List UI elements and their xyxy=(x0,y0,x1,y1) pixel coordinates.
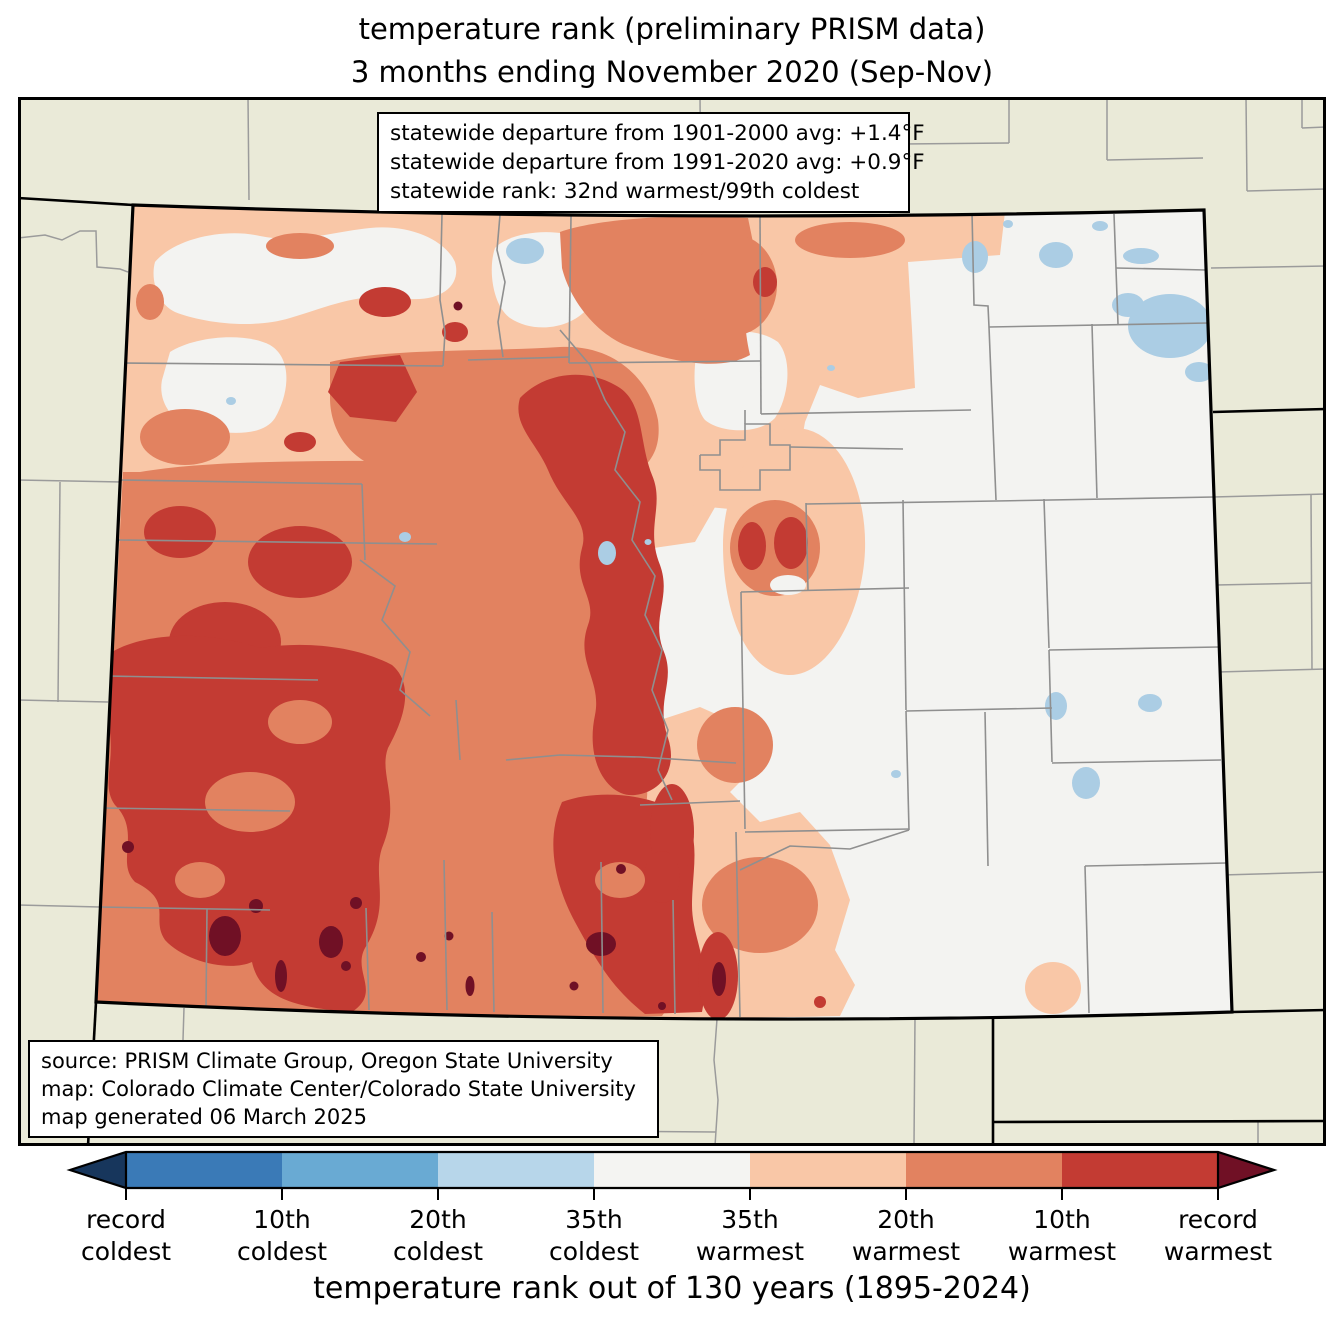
colorbar-segment-6 xyxy=(906,1152,1062,1188)
colorbar-right-arrow xyxy=(1218,1152,1274,1188)
colorbar-label-record-warmest: record warmest xyxy=(1163,1205,1273,1266)
colorbar-ticks xyxy=(125,1188,1219,1200)
colorado-state-border xyxy=(94,203,1234,1021)
colorado-county-lines xyxy=(98,211,1227,1018)
colorbar-left-arrow xyxy=(70,1152,126,1188)
colorbar-label-10th-warmest: 10th warmest xyxy=(1007,1205,1117,1266)
title-line-2: 3 months ending November 2020 (Sep-Nov) xyxy=(350,55,994,89)
map-frame xyxy=(18,97,1326,1146)
temperature-rank-field xyxy=(96,205,1227,1020)
statewide-stats-box: statewide departure from 1901-2000 avg: … xyxy=(377,112,925,213)
source-line-2: map: Colorado Climate Center/Colorado St… xyxy=(41,1077,636,1101)
source-line-1: source: PRISM Climate Group, Oregon Stat… xyxy=(41,1049,613,1073)
rank-20th-warmest-inliers xyxy=(175,700,645,898)
colorbar-label-35th-warmest: 35th warmest xyxy=(695,1205,805,1266)
colorbar-segment-1 xyxy=(126,1152,282,1188)
figure-title: temperature rank (preliminary PRISM data… xyxy=(0,8,1344,94)
colorbar-label-record-coldest: record coldest xyxy=(80,1205,172,1266)
colorbar-segment-7 xyxy=(1062,1152,1218,1188)
colorbar-segment-5 xyxy=(750,1152,906,1188)
stats-line-3: statewide rank: 32nd warmest/99th coldes… xyxy=(390,179,860,204)
rank-record-warmest-spots xyxy=(122,301,726,1010)
colorbar-label-20th-coldest: 20th coldest xyxy=(392,1205,484,1266)
colorbar-segment-2 xyxy=(282,1152,438,1188)
stats-line-1: statewide departure from 1901-2000 avg: … xyxy=(390,121,925,146)
colorbar-segment-4 xyxy=(594,1152,750,1188)
stats-line-2: statewide departure from 1991-2020 avg: … xyxy=(390,150,925,175)
colorbar-caption: temperature rank out of 130 years (1895-… xyxy=(313,1271,1031,1306)
colorbar-segment-3 xyxy=(438,1152,594,1188)
source-attribution-box: source: PRISM Climate Group, Oregon Stat… xyxy=(28,1040,659,1138)
colorbar-label-35th-coldest: 35th coldest xyxy=(548,1205,640,1266)
rank-colorbar xyxy=(66,1150,1278,1200)
colorbar-label-20th-warmest: 20th warmest xyxy=(851,1205,961,1266)
ring-neutral-hole xyxy=(770,575,806,595)
colorbar-label-10th-coldest: 10th coldest xyxy=(236,1205,328,1266)
source-line-3: map generated 06 March 2025 xyxy=(41,1105,368,1129)
title-line-1: temperature rank (preliminary PRISM data… xyxy=(358,12,986,46)
